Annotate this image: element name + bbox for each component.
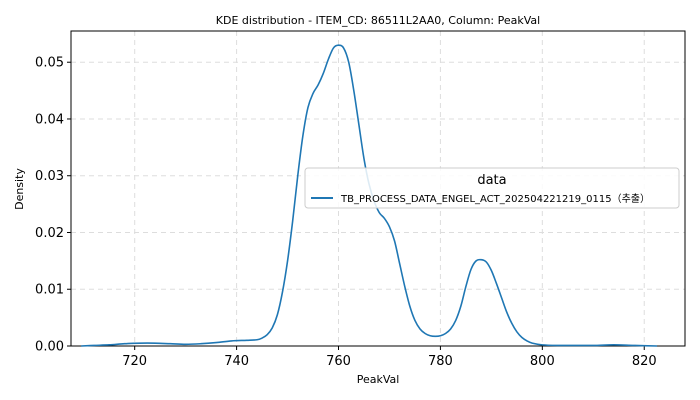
y-axis: 0.00 0.01 0.02 0.03 0.04 0.05 xyxy=(35,56,71,355)
x-axis: 720 740 760 780 800 820 xyxy=(122,346,657,369)
y-tick-label: 0.03 xyxy=(35,169,64,184)
x-tick-label: 720 xyxy=(122,354,147,369)
y-tick-label: 0.01 xyxy=(35,283,64,298)
legend-box xyxy=(304,167,680,209)
x-axis-label: PeakVal xyxy=(357,373,400,386)
chart-title: KDE distribution - ITEM_CD: 86511L2AA0, … xyxy=(216,14,540,27)
legend: data TB_PROCESS_DATA_ENGEL_ACT_202504221… xyxy=(304,167,680,209)
series-layer xyxy=(81,44,657,347)
y-axis-label: Density xyxy=(13,168,26,210)
y-tick-label: 0.05 xyxy=(35,56,64,71)
y-tick-label: 0.02 xyxy=(35,226,64,241)
y-tick-label: 0.00 xyxy=(35,340,64,355)
x-tick-label: 760 xyxy=(326,354,351,369)
kde-series-line xyxy=(81,44,657,347)
x-tick-label: 800 xyxy=(530,354,555,369)
legend-entry-label: TB_PROCESS_DATA_ENGEL_ACT_202504221219_0… xyxy=(340,193,650,205)
legend-title: data xyxy=(477,173,506,188)
x-tick-label: 820 xyxy=(632,354,657,369)
x-tick-label: 780 xyxy=(428,354,453,369)
y-tick-label: 0.04 xyxy=(35,112,64,127)
plot-area xyxy=(70,30,686,347)
x-tick-label: 740 xyxy=(224,354,249,369)
